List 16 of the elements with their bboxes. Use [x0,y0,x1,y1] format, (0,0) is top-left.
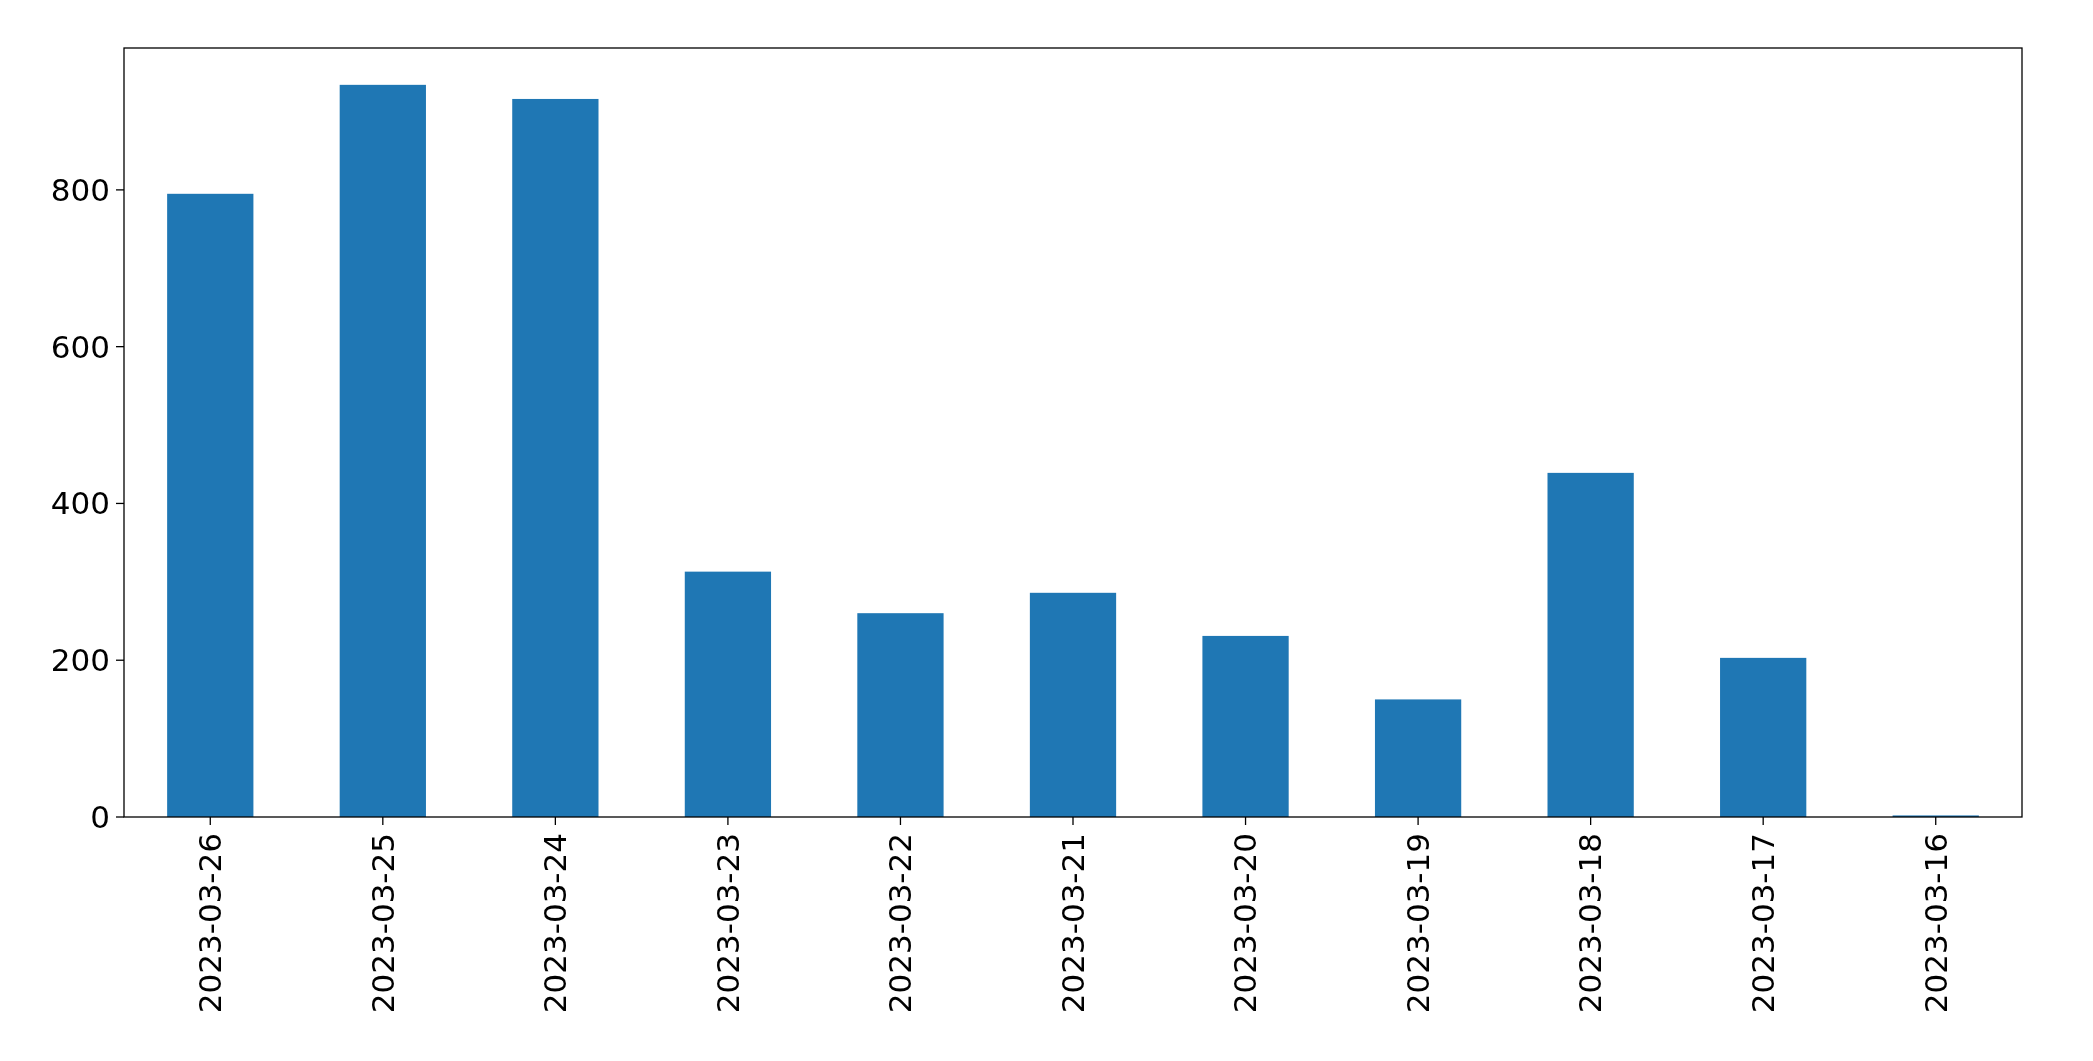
y-tick-label: 400 [50,485,110,522]
x-tick-label: 2023-03-18 [1572,833,1609,1014]
x-tick-label: 2023-03-16 [1917,833,1954,1014]
x-tick-label: 2023-03-23 [709,833,746,1014]
x-tick-label: 2023-03-24 [537,833,574,1014]
y-tick-label: 800 [50,171,110,208]
x-tick-label: 2023-03-20 [1227,833,1264,1014]
y-tick-label: 600 [50,328,110,365]
x-tick-label: 2023-03-25 [364,833,401,1014]
y-tick-label: 200 [50,642,110,679]
y-tick-label: 0 [90,798,110,835]
x-tick-label: 2023-03-26 [192,833,229,1014]
x-tick-label: 2023-03-17 [1745,833,1782,1014]
x-tick-label: 2023-03-21 [1054,833,1091,1014]
x-tick-label: 2023-03-22 [882,833,919,1014]
x-tick-label: 2023-03-19 [1399,833,1436,1014]
